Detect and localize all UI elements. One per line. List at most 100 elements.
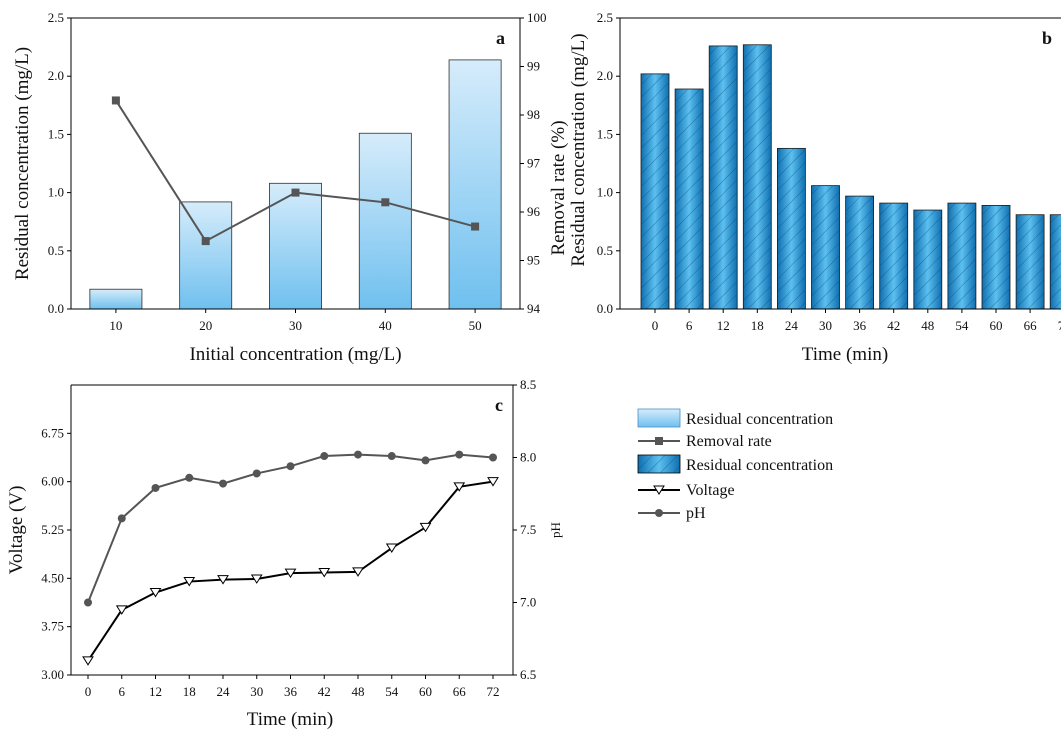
voltage-point — [318, 568, 331, 578]
ph-point — [320, 452, 329, 461]
panel-c-y-axis-right-title: pH — [548, 522, 563, 538]
panel-c-xtick-label: 48 — [352, 684, 365, 699]
panel-c-ytick-label: 6.00 — [41, 474, 64, 489]
panel-c-xtick-label: 0 — [85, 684, 92, 699]
legend-label-residual-concentration-b: Residual concentration — [686, 457, 833, 474]
panel-b-xtick-label: 72 — [1058, 318, 1061, 333]
panel-a-ytick-right-label: 94 — [527, 301, 541, 316]
panel-c-xtick-label: 42 — [318, 684, 331, 699]
removal-rate-point — [201, 237, 210, 246]
panel-c-xtick-label: 18 — [183, 684, 196, 699]
residual-concentration-hatch-overlay — [743, 44, 772, 310]
panel-a-ytick-label: 0.5 — [48, 243, 64, 258]
panel-a-ytick-label: 2.5 — [48, 10, 64, 25]
voltage-point — [352, 567, 364, 577]
residual-concentration-bar — [89, 288, 143, 310]
voltage-point — [82, 656, 94, 666]
panel-b-xtick-label: 60 — [990, 318, 1003, 333]
panel-a-ytick-label: 0.0 — [48, 301, 64, 316]
ph-point — [354, 450, 362, 459]
legend-marker-square — [655, 437, 663, 445]
panel-a-ytick-right-label: 99 — [527, 59, 540, 74]
ph-line — [87, 453, 494, 603]
panel-b-ytick-label: 2.0 — [597, 68, 613, 83]
ph-point — [117, 514, 126, 523]
panel-c-ytick-right-label: 8.0 — [520, 450, 536, 465]
panel-c-ytick-label: 3.00 — [41, 667, 64, 682]
panel-b-xtick-label: 30 — [819, 318, 832, 333]
panel-c-ytick-label: 4.50 — [41, 570, 64, 585]
residual-concentration-hatch-overlay — [982, 205, 1010, 309]
legend-marker-down-triangle — [653, 485, 665, 495]
residual-concentration-hatch-overlay — [709, 45, 738, 309]
panel-b-xtick-label: 12 — [717, 318, 730, 333]
voltage-point — [250, 574, 263, 584]
removal-rate-point — [471, 222, 480, 231]
voltage-point — [217, 575, 229, 585]
panel-a-xtick-label: 40 — [379, 318, 392, 333]
voltage-point — [453, 482, 466, 492]
panel-b-xtick-label: 18 — [751, 318, 764, 333]
voltage-point — [419, 522, 432, 533]
ph-point — [219, 479, 227, 488]
panel-b-xtick-label: 6 — [686, 318, 693, 333]
panel-a-letter: a — [496, 28, 505, 48]
panel-b-xtick-label: 36 — [853, 318, 867, 333]
panel-c-xtick-label: 6 — [119, 684, 126, 699]
panel-b-ytick-label: 2.5 — [597, 10, 613, 25]
panel-c-ytick-label: 3.75 — [41, 619, 64, 634]
panel-b-letter: b — [1042, 28, 1052, 48]
panel-a-ytick-right-label: 95 — [527, 253, 540, 268]
voltage-point — [115, 605, 128, 615]
residual-concentration-hatch-overlay — [1050, 214, 1061, 309]
ph-point — [185, 473, 194, 482]
panel-b-y-axis-title: Residual concentration (mg/L) — [568, 33, 589, 266]
panel-c-ytick-label: 6.75 — [41, 425, 64, 440]
residual-concentration-bar — [448, 59, 502, 310]
removal-rate-point — [111, 96, 120, 105]
legend-label-removal-rate: Removal rate — [686, 433, 772, 450]
panel-c-y-axis-title: Voltage (V) — [6, 486, 27, 575]
panel-c-letter: c — [495, 395, 503, 415]
residual-concentration-hatch-overlay — [879, 203, 908, 309]
panel-c-xtick-label: 24 — [217, 684, 231, 699]
ph-point — [151, 483, 160, 492]
panel-c-xtick-label: 72 — [487, 684, 500, 699]
removal-rate-point — [291, 188, 300, 197]
ph-point — [489, 453, 497, 462]
panel-c-chart: 3.00 3.75 4.50 5.25 6.00 6.75 6.5 7.0 7.5 8.0 8.5 0… — [6, 377, 563, 730]
voltage-point — [183, 577, 196, 587]
panel-a-xtick-label: 50 — [469, 318, 482, 333]
panel-a-xtick-label: 10 — [109, 318, 122, 333]
residual-concentration-hatch-overlay — [777, 148, 806, 309]
panel-b-xtick-label: 48 — [921, 318, 934, 333]
ph-point — [387, 452, 396, 461]
residual-concentration-bar — [358, 132, 412, 310]
legend-label-ph: pH — [686, 505, 706, 522]
ph-point — [455, 450, 464, 459]
panel-a-ytick-label: 1.5 — [48, 126, 64, 141]
residual-concentration-hatch-overlay — [675, 89, 704, 309]
panel-b-ytick-label: 0.5 — [597, 243, 613, 258]
panel-b-xtick-label: 0 — [652, 318, 659, 333]
panel-c-xtick-label: 12 — [149, 684, 162, 699]
legend-swatch-light-bar — [637, 408, 681, 428]
panel-c-ytick-right-label: 7.5 — [520, 522, 536, 537]
panel-a-xtick-label: 30 — [289, 318, 302, 333]
residual-concentration-hatch-overlay — [913, 210, 942, 309]
panel-b-xtick-label: 54 — [955, 318, 969, 333]
legend-marker-circle — [655, 509, 663, 517]
residual-concentration-bar — [179, 201, 233, 310]
panel-c-xtick-label: 30 — [250, 684, 263, 699]
ph-point — [252, 469, 261, 478]
panel-b-ytick-label: 1.0 — [597, 185, 613, 200]
residual-concentration-hatch-overlay — [1016, 214, 1045, 309]
removal-rate-point — [381, 198, 390, 207]
voltage-point — [385, 543, 398, 553]
legend-label-voltage: Voltage — [686, 482, 735, 499]
legend-label-residual-concentration-a: Residual concentration — [686, 411, 833, 428]
panel-a-xtick-label: 20 — [199, 318, 212, 333]
panel-b-ytick-label: 0.0 — [597, 301, 613, 316]
panel-a-y-axis-right-title: Removal rate (%) — [548, 120, 569, 255]
residual-concentration-hatch-overlay — [845, 196, 874, 309]
